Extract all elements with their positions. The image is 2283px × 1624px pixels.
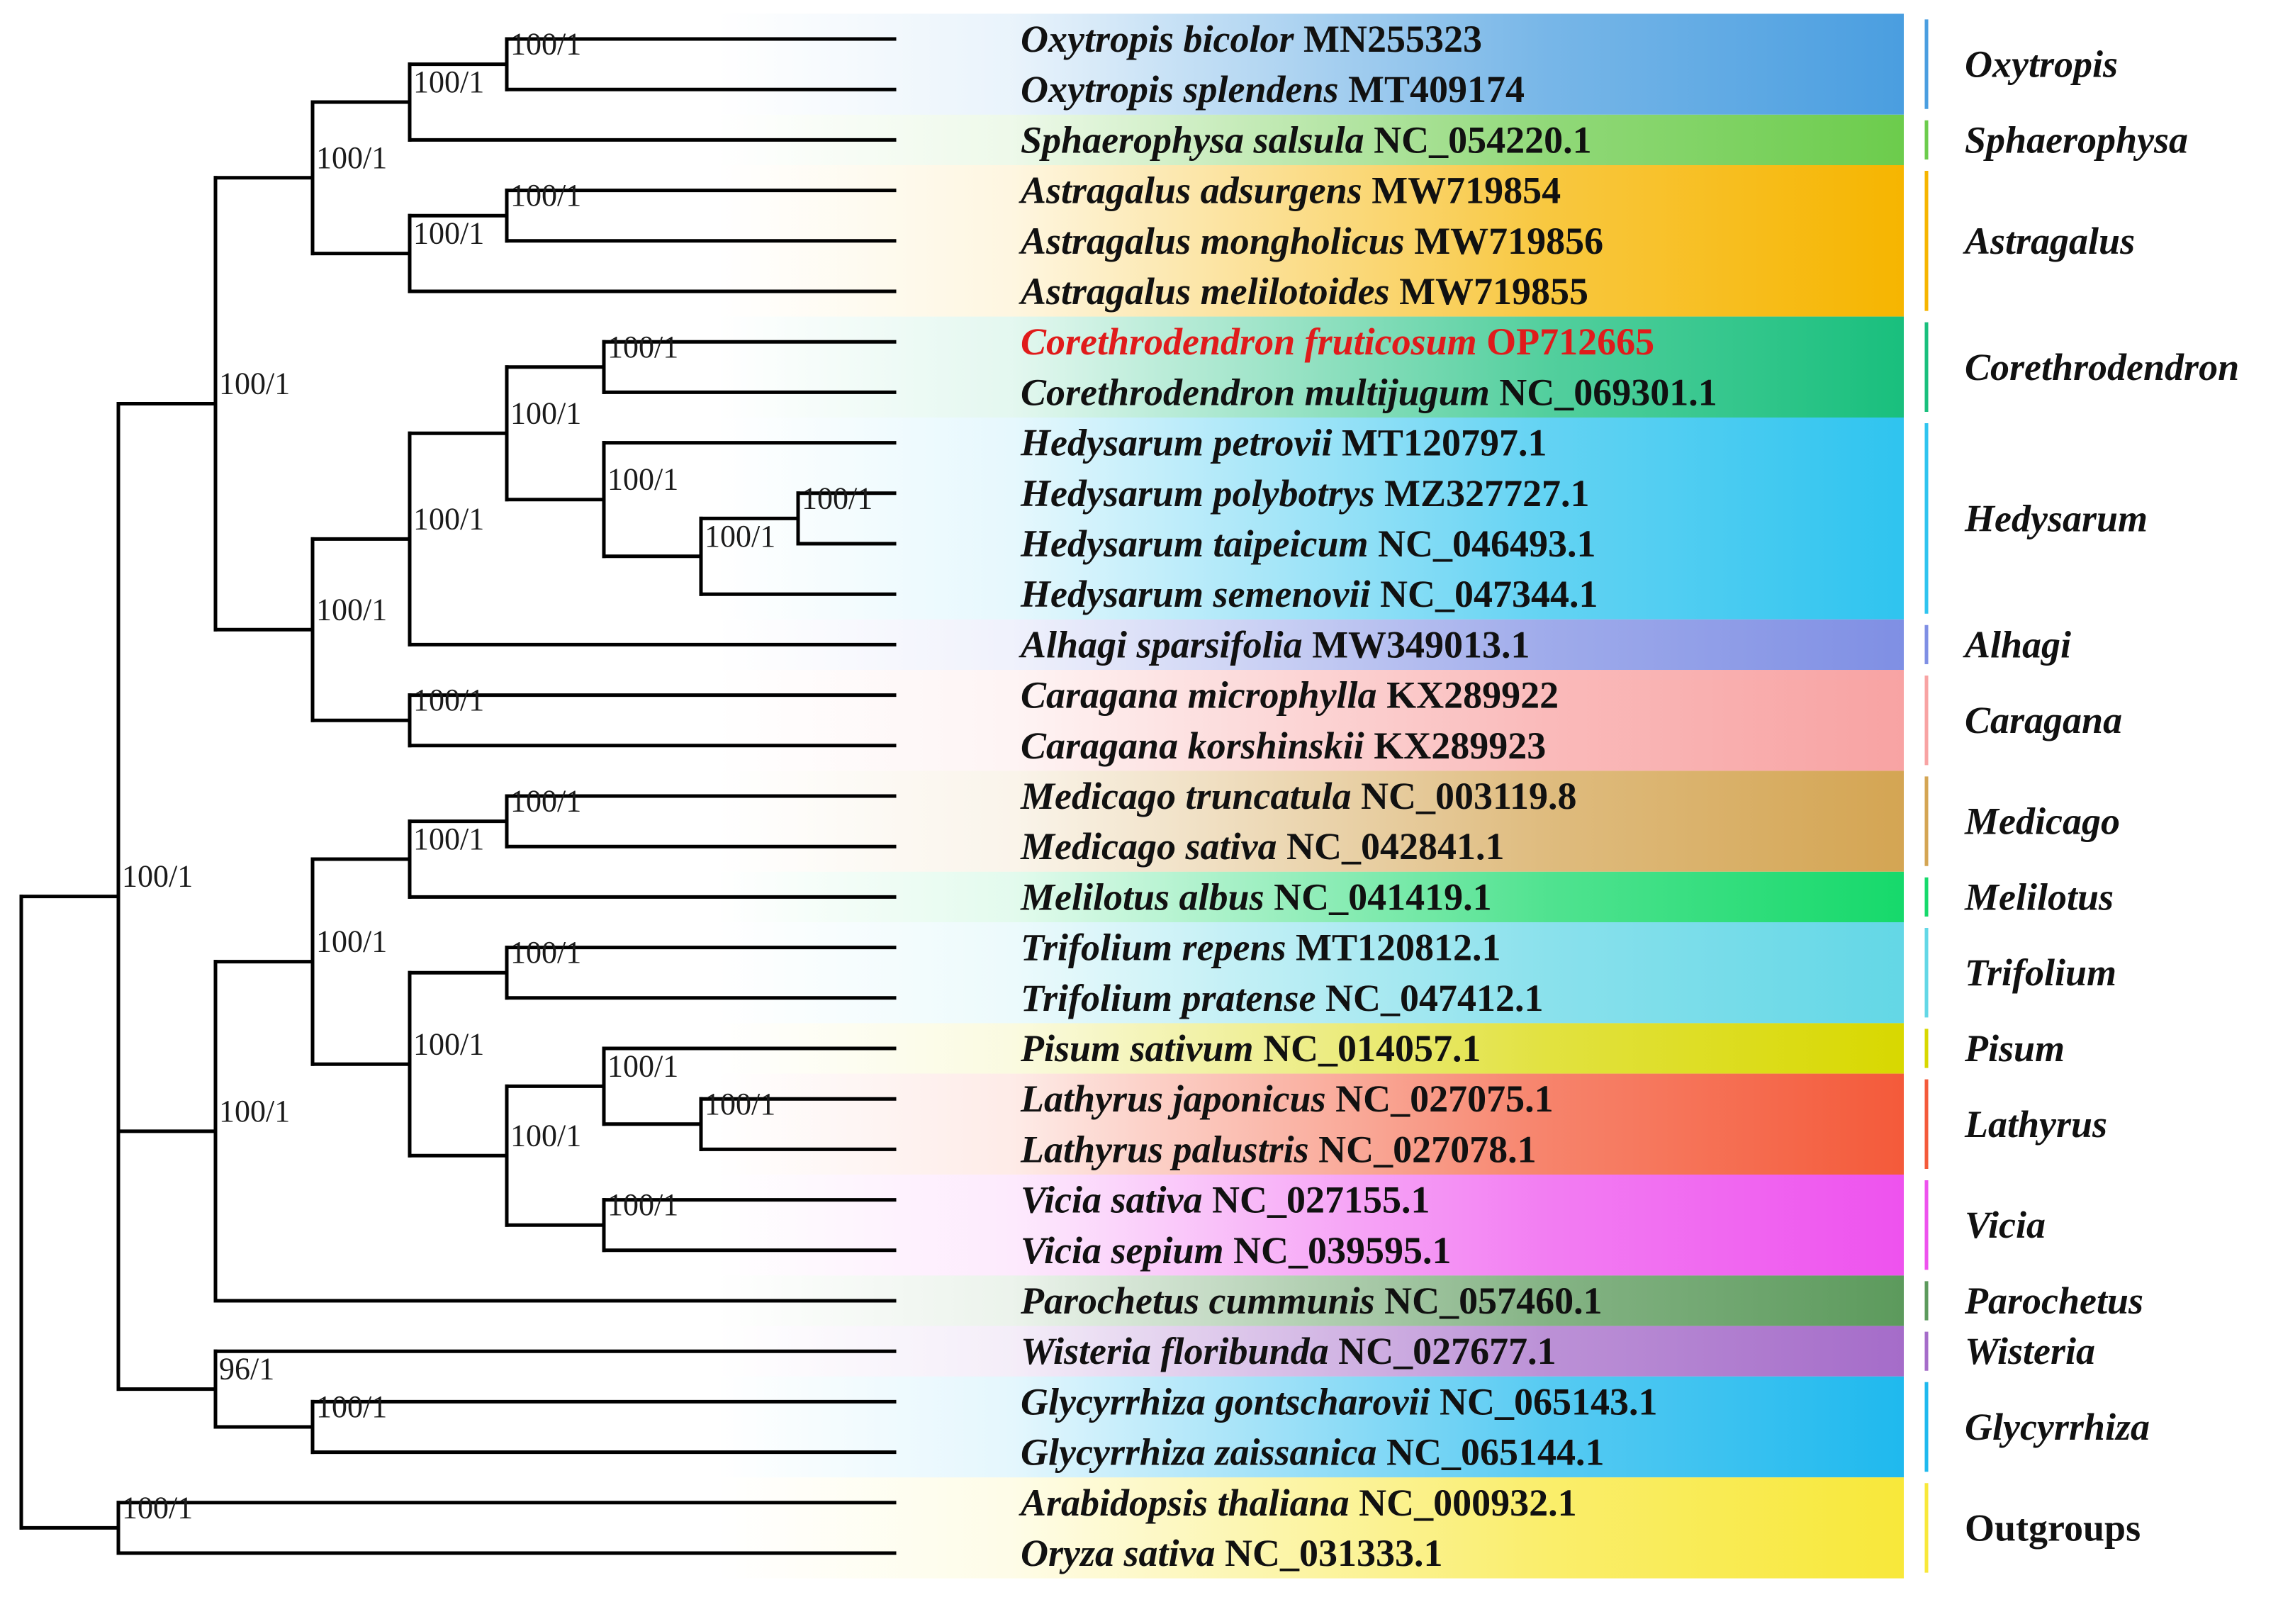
genus-label-caragana: Caragana — [1965, 699, 2122, 741]
genus-label-oxytropis: Oxytropis — [1965, 43, 2118, 86]
band-caragana — [716, 670, 1904, 771]
band-wisteria — [716, 1326, 1904, 1377]
support-value-9: 100/1 — [510, 396, 581, 430]
support-value-23: 100/1 — [219, 1094, 290, 1129]
band-trifolium — [716, 922, 1904, 1024]
band-outgroups — [716, 1477, 1904, 1579]
band-alhagi — [716, 619, 1904, 670]
genus-label-melilotus: Melilotus — [1964, 875, 2114, 918]
band-sphaerophysa — [716, 114, 1904, 165]
tip-label-hedysarum-petrovii: Hedysarum petrovii MT120797.1 — [1020, 422, 1547, 464]
tip-label-melilotus-albus: Melilotus albus NC_041419.1 — [1020, 875, 1492, 918]
tip-label-trifolium-pratense: Trifolium pratense NC_047412.1 — [1021, 977, 1544, 1019]
support-value-0: 100/1 — [510, 27, 581, 62]
tip-label-sphaerophysa-salsula: Sphaerophysa salsula NC_054220.1 — [1021, 118, 1592, 161]
genus-label-lathyrus: Lathyrus — [1964, 1103, 2107, 1146]
tree-branches — [19, 37, 897, 1555]
band-oxytropis — [716, 13, 1904, 115]
support-value-20: 100/1 — [510, 1118, 581, 1153]
genus-label-corethrodendron: Corethrodendron — [1965, 346, 2239, 388]
genus-label-wisteria: Wisteria — [1965, 1330, 2095, 1372]
support-value-6: 100/1 — [802, 481, 873, 515]
genus-legend: Oxytropis Sphaerophysa Astragalus Corethrod… — [1924, 19, 2239, 1573]
tip-label-oryza-sativa: Oryza sativa NC_031333.1 — [1021, 1532, 1442, 1574]
band-hedysarum — [716, 418, 1904, 620]
tip-label-pisum-sativum: Pisum sativum NC_014057.1 — [1020, 1027, 1481, 1070]
support-value-21: 100/1 — [413, 1026, 484, 1061]
support-value-11: 100/1 — [413, 683, 484, 717]
genus-label-astragalus: Astragalus — [1963, 220, 2135, 262]
support-value-5: 100/1 — [607, 330, 678, 364]
tip-label-corethrodendron-multijugum: Corethrodendron multijugum NC_069301.1 — [1021, 371, 1717, 413]
tip-label-alhagi-sparsifolia: Alhagi sparsifolia MW349013.1 — [1019, 623, 1530, 666]
band-astragalus — [716, 165, 1904, 317]
support-value-19: 100/1 — [607, 1187, 678, 1222]
support-value-14: 100/1 — [510, 784, 581, 819]
genus-color-bands — [716, 13, 1904, 1579]
tip-label-vicia-sativa: Vicia sativa NC_027155.1 — [1021, 1179, 1430, 1221]
tip-label-astragalus-mongholicus: Astragalus mongholicus MW719856 — [1019, 220, 1603, 262]
band-medicago — [716, 771, 1904, 872]
tip-label-arabidopsis-thaliana: Arabidopsis thaliana NC_000932.1 — [1019, 1482, 1577, 1524]
support-value-27: 100/1 — [122, 1490, 193, 1525]
tip-label-oxytropis-splendens: Oxytropis splendens MT409174 — [1021, 68, 1525, 111]
genus-label-parochetus: Parochetus — [1964, 1279, 2143, 1322]
band-pisum — [716, 1023, 1904, 1074]
band-parochetus — [716, 1275, 1904, 1326]
tip-label-corethrodendron-fruticosum: Corethrodendron fruticosum OP712665 — [1021, 320, 1654, 363]
genus-label-glycyrrhiza: Glycyrrhiza — [1965, 1406, 2150, 1448]
tip-label-astragalus-adsurgens: Astragalus adsurgens MW719854 — [1019, 169, 1561, 212]
support-value-8: 100/1 — [607, 462, 678, 497]
support-value-24: 100/1 — [316, 1389, 387, 1424]
tip-label-parochetus-cummunis: Parochetus cummunis NC_057460.1 — [1020, 1279, 1603, 1322]
genus-label-alhagi: Alhagi — [1963, 623, 2071, 666]
genus-label-trifolium: Trifolium — [1965, 951, 2116, 994]
support-value-3: 100/1 — [413, 216, 484, 251]
support-value-13: 100/1 — [219, 366, 290, 401]
support-value-2: 100/1 — [510, 178, 581, 213]
genus-label-sphaerophysa: Sphaerophysa — [1965, 118, 2188, 161]
support-value-15: 100/1 — [413, 822, 484, 856]
genus-label-outgroups: Outgroups — [1965, 1506, 2141, 1549]
genus-label-vicia: Vicia — [1965, 1204, 2046, 1246]
tip-label-vicia-sepium: Vicia sepium NC_039595.1 — [1021, 1229, 1452, 1272]
support-value-16: 100/1 — [510, 935, 581, 970]
support-value-12: 100/1 — [316, 592, 387, 627]
band-melilotus — [716, 871, 1904, 922]
tip-label-medicago-sativa: Medicago sativa NC_042841.1 — [1020, 825, 1504, 868]
tip-label-wisteria-floribunda: Wisteria floribunda NC_027677.1 — [1021, 1330, 1556, 1372]
genus-label-pisum: Pisum — [1964, 1027, 2065, 1070]
support-value-4: 100/1 — [316, 140, 387, 175]
tip-label-hedysarum-taipeicum: Hedysarum taipeicum NC_046493.1 — [1020, 522, 1595, 565]
tip-label-medicago-truncatula: Medicago truncatula NC_003119.8 — [1020, 775, 1577, 817]
band-corethrodendron — [716, 316, 1904, 418]
support-labels: 100/1 100/1 100/1 100/1 100/1 100/1 100/1 100/1… — [122, 27, 873, 1525]
tip-label-lathyrus-palustris: Lathyrus palustris NC_027078.1 — [1020, 1128, 1537, 1170]
genus-label-medicago: Medicago — [1964, 800, 2120, 843]
support-value-7: 100/1 — [705, 519, 775, 554]
support-value-25: 96/1 — [219, 1352, 274, 1387]
tip-label-hedysarum-polybotrys: Hedysarum polybotrys MZ327727.1 — [1020, 472, 1589, 515]
genus-label-hedysarum: Hedysarum — [1964, 497, 2148, 539]
support-value-1: 100/1 — [413, 65, 484, 99]
tip-label-astragalus-melilotoides: Astragalus melilotoides MW719855 — [1019, 270, 1588, 313]
tip-label-oxytropis-bicolor: Oxytropis bicolor MN255323 — [1021, 18, 1482, 60]
tip-label-lathyrus-japonicus: Lathyrus japonicus NC_027075.1 — [1020, 1077, 1554, 1120]
support-value-17: 100/1 — [705, 1087, 775, 1121]
tip-label-hedysarum-semenovii: Hedysarum semenovii NC_047344.1 — [1020, 573, 1598, 615]
tip-label-caragana-microphylla: Caragana microphylla KX289922 — [1021, 674, 1559, 717]
support-value-22: 100/1 — [316, 924, 387, 959]
tip-label-glycyrrhiza-gontscharovii: Glycyrrhiza gontscharovii NC_065143.1 — [1021, 1380, 1658, 1423]
support-value-18: 100/1 — [607, 1048, 678, 1083]
tip-label-caragana-korshinskii: Caragana korshinskii KX289923 — [1021, 724, 1546, 767]
tip-labels: Oxytropis bicolor MN255323 Oxytropis sple… — [1019, 18, 1717, 1574]
support-value-10: 100/1 — [413, 501, 484, 536]
support-value-26: 100/1 — [122, 859, 193, 894]
band-glycyrrhiza — [716, 1376, 1904, 1478]
tip-label-glycyrrhiza-zaissanica: Glycyrrhiza zaissanica NC_065144.1 — [1021, 1431, 1605, 1474]
tip-label-trifolium-repens: Trifolium repens MT120812.1 — [1021, 926, 1501, 969]
band-lathyrus — [716, 1073, 1904, 1175]
band-vicia — [716, 1175, 1904, 1276]
